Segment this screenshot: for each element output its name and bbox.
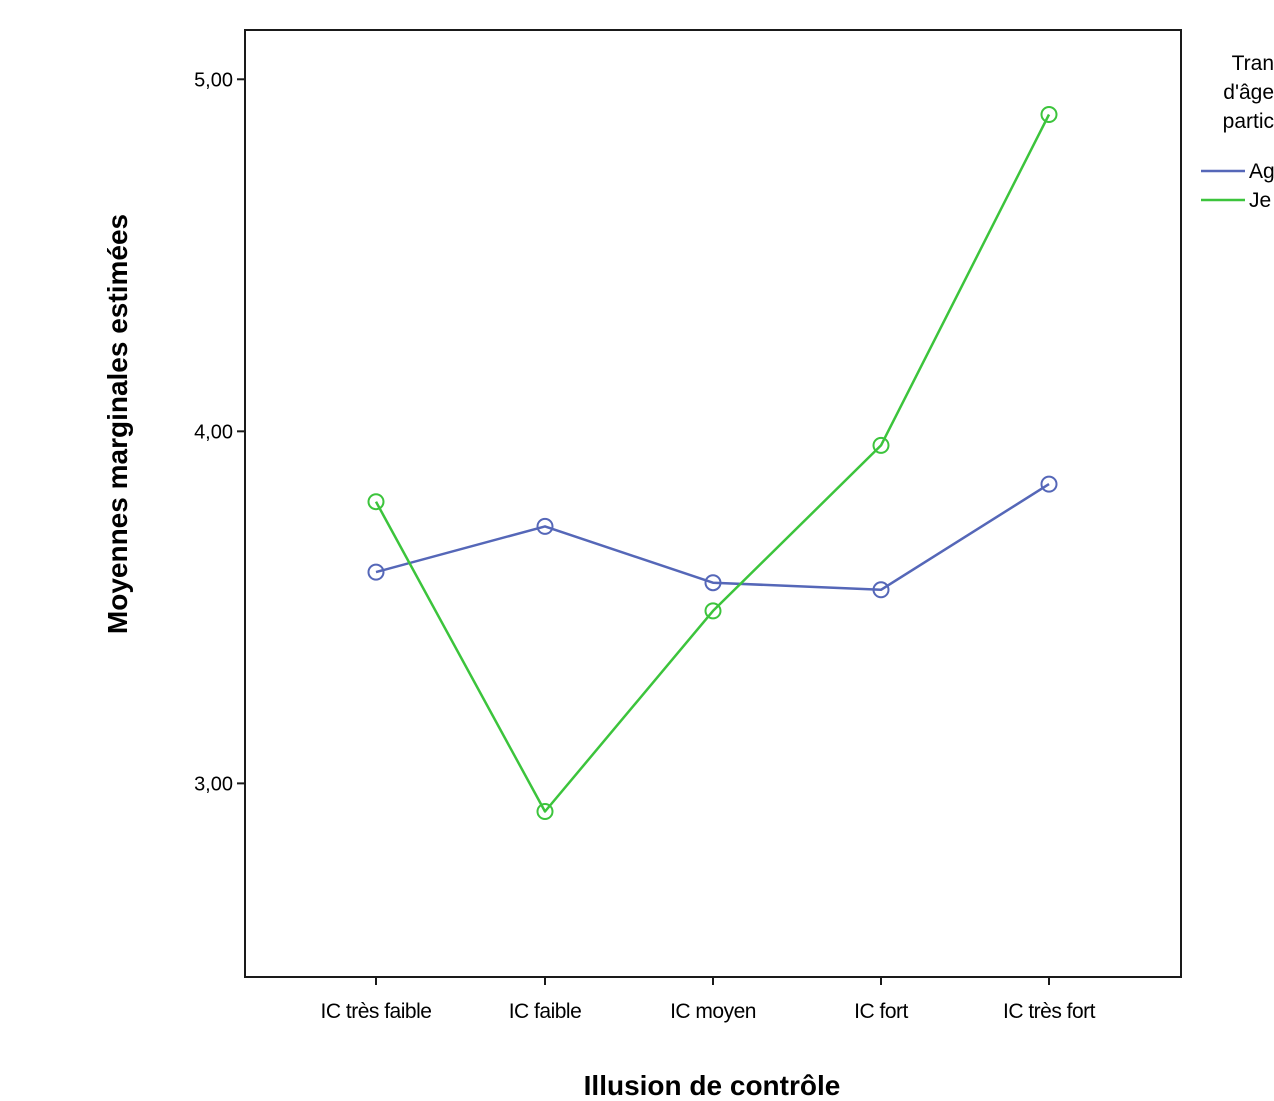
x-axis: IC très faible IC faible IC moyen IC fort IC… bbox=[321, 977, 1096, 1023]
legend-title-line-3: partic bbox=[1223, 110, 1274, 133]
x-tick-label: IC moyen bbox=[670, 1000, 756, 1023]
data-point bbox=[536, 803, 554, 820]
x-tick-label: IC très fort bbox=[1003, 1000, 1096, 1023]
legend-label: Ag bbox=[1249, 160, 1274, 183]
data-point bbox=[1040, 475, 1058, 493]
x-tick-label: IC très faible bbox=[321, 1000, 432, 1023]
series-ag bbox=[367, 475, 1058, 599]
series-layer bbox=[367, 106, 1058, 820]
x-tick-label: IC faible bbox=[509, 1000, 582, 1023]
y-axis: 3,00 4,00 5,00 bbox=[194, 69, 245, 795]
data-point bbox=[367, 563, 385, 581]
legend-entries: Ag Je bbox=[1201, 160, 1274, 212]
data-point bbox=[704, 602, 722, 620]
series-line bbox=[375, 483, 1050, 592]
data-point bbox=[536, 517, 554, 535]
data-point bbox=[1040, 106, 1058, 123]
y-tick-label: 5,00 bbox=[194, 69, 233, 91]
data-point bbox=[704, 574, 722, 592]
legend: Tran d'âge partic Ag Je bbox=[1201, 52, 1274, 212]
legend-label: Je bbox=[1249, 189, 1271, 212]
series-line bbox=[374, 113, 1051, 813]
y-tick-label: 4,00 bbox=[194, 421, 233, 443]
x-tick-label: IC fort bbox=[854, 1000, 908, 1023]
legend-title-line-1: Tran bbox=[1232, 52, 1274, 75]
y-tick-label: 3,00 bbox=[194, 773, 233, 795]
plot-frame bbox=[244, 29, 1182, 978]
data-point bbox=[872, 581, 890, 599]
series-je bbox=[367, 106, 1058, 820]
x-axis-title: Illusion de contrôle bbox=[584, 1070, 841, 1101]
y-axis-title: Moyennes marginales estimées bbox=[102, 214, 133, 634]
data-point bbox=[872, 436, 890, 454]
data-point bbox=[367, 493, 385, 511]
legend-title-line-2: d'âge bbox=[1223, 81, 1274, 104]
